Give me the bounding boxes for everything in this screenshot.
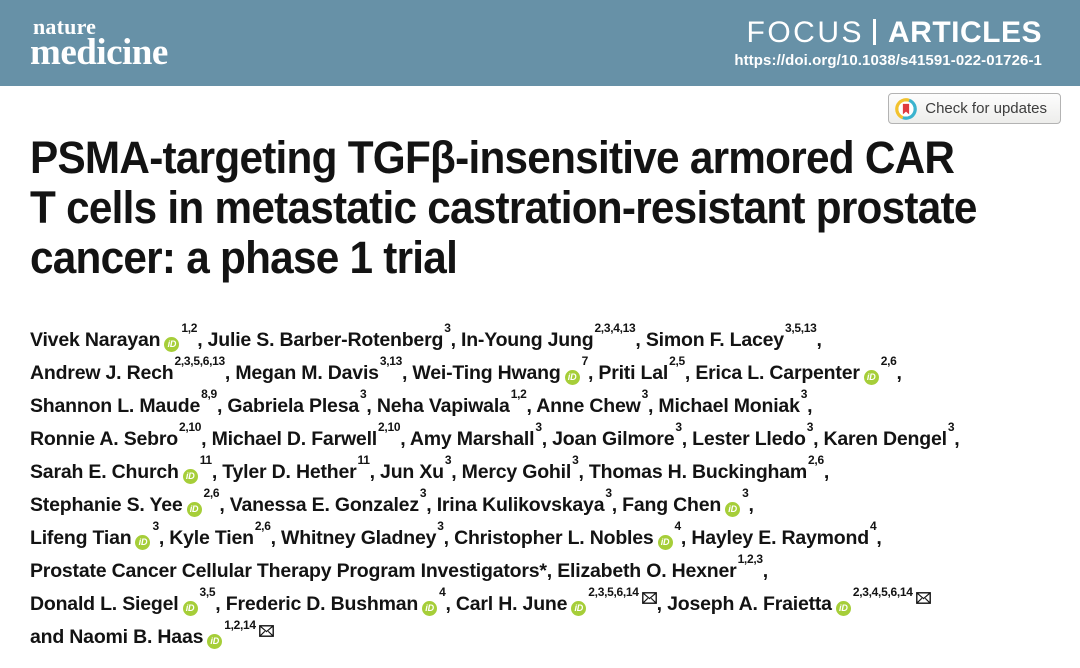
author-affiliation-numbers: 1,2,14 xyxy=(224,617,256,632)
author-affiliation-numbers: 2,6 xyxy=(254,518,271,533)
author-affiliation-numbers: 3 xyxy=(360,386,367,401)
author-affiliation-numbers: 1,2 xyxy=(181,320,198,335)
orcid-icon[interactable]: iD xyxy=(564,370,580,385)
author-affiliation-numbers: 2,10 xyxy=(178,419,202,434)
author-affiliation-numbers: 11 xyxy=(357,452,370,467)
author-affiliation-numbers: 2,3,5,6,14 xyxy=(588,584,639,599)
email-icon[interactable] xyxy=(641,592,657,604)
logo-word-nature: nature xyxy=(33,13,97,39)
author-affiliation-numbers: 3,5,13 xyxy=(784,320,817,335)
orcid-icon[interactable]: iD xyxy=(725,502,741,517)
author-affiliation-numbers: 3 xyxy=(419,485,427,500)
orcid-icon[interactable]: iD xyxy=(571,601,587,616)
orcid-icon[interactable]: iD xyxy=(207,634,223,649)
section-focus-label: FOCUS xyxy=(746,16,864,49)
author-affiliation-numbers: 4 xyxy=(674,518,682,533)
author-line: Stephanie S. Yee iD2,6, Vanessa E. Gonzal… xyxy=(30,485,754,517)
author-line: Lifeng Tian iD3, Kyle Tien2,6, Whitney Gl… xyxy=(30,518,882,550)
author-line: Donald L. Siegel iD3,5, Frederic D. Bushm… xyxy=(30,584,1080,621)
nature-medicine-logo: nature medicine xyxy=(30,13,168,73)
author-affiliation-numbers: 2,6 xyxy=(203,485,220,500)
author-affiliation-numbers: 2,3,5,6,13 xyxy=(174,353,226,368)
article-title: PSMA-targeting TGFβ-insensitive armored … xyxy=(30,133,1017,283)
email-icon[interactable] xyxy=(915,592,931,604)
banner-right: FOCUS ARTICLES https://doi.org/10.1038/s4… xyxy=(734,17,1042,70)
email-icon[interactable] xyxy=(258,625,274,637)
author-affiliation-numbers: 3 xyxy=(535,419,542,434)
author-affiliation-numbers: 3,5 xyxy=(199,584,216,599)
orcid-icon[interactable]: iD xyxy=(186,502,202,517)
author-affiliation-numbers: 2,5 xyxy=(669,353,685,368)
author-affiliation-numbers: 3 xyxy=(742,485,749,500)
author-affiliation-numbers: 1,2,3 xyxy=(737,551,764,566)
author-affiliation-numbers: 4 xyxy=(869,518,877,533)
author-affiliation-numbers: 7 xyxy=(581,353,589,368)
author-line: Vivek Narayan iD1,2, Julie S. Barber-Rote… xyxy=(30,320,822,352)
author-affiliation-numbers: 3 xyxy=(572,452,579,467)
author-affiliation-numbers: 3 xyxy=(444,320,451,335)
author-line: and Naomi B. Haas iD1,2,14 xyxy=(30,617,1080,654)
author-affiliation-numbers: 2,6 xyxy=(808,452,824,467)
logo-word-medicine: medicine xyxy=(30,31,168,73)
check-for-updates-label: Check for updates xyxy=(925,100,1047,117)
author-affiliation-numbers: 4 xyxy=(439,584,446,599)
author-line: Prostate Cancer Cellular Therapy Program… xyxy=(30,551,768,583)
author-affiliation-numbers: 11 xyxy=(199,452,212,467)
author-affiliation-numbers: 3 xyxy=(437,518,444,533)
title-line-2: T cells in metastatic castration-resista… xyxy=(30,182,977,233)
orcid-icon[interactable]: iD xyxy=(182,469,198,484)
orcid-icon[interactable]: iD xyxy=(657,535,673,550)
title-line-3: cancer: a phase 1 trial xyxy=(30,232,458,283)
author-affiliation-numbers: 2,10 xyxy=(378,419,401,434)
author-affiliation-numbers: 1,2 xyxy=(510,386,527,401)
author-affiliation-numbers: 3 xyxy=(605,485,612,500)
author-affiliation-numbers: 2,3,4,13 xyxy=(594,320,636,335)
orcid-icon[interactable]: iD xyxy=(182,601,198,616)
orcid-icon[interactable]: iD xyxy=(164,337,180,352)
author-affiliation-numbers: 3 xyxy=(800,386,808,401)
author-line: Shannon L. Maude8,9, Gabriela Plesa3, Ne… xyxy=(30,386,813,418)
crossmark-icon xyxy=(895,97,918,120)
author-affiliation-numbers: 3 xyxy=(444,452,452,467)
author-affiliation-numbers: 8,9 xyxy=(201,386,217,401)
orcid-icon[interactable]: iD xyxy=(863,370,879,385)
title-line-1: PSMA-targeting TGFβ-insensitive armored … xyxy=(30,132,955,183)
author-affiliation-numbers: 3 xyxy=(675,419,682,434)
section-row: FOCUS ARTICLES xyxy=(734,17,1042,49)
section-articles-label: ARTICLES xyxy=(888,16,1042,49)
author-affiliation-numbers: 2,6 xyxy=(880,353,897,368)
orcid-icon[interactable]: iD xyxy=(835,601,851,616)
orcid-icon[interactable]: iD xyxy=(422,601,438,616)
author-list: Vivek Narayan iD1,2, Julie S. Barber-Rote… xyxy=(30,320,1080,654)
orcid-icon[interactable]: iD xyxy=(135,535,151,550)
check-for-updates-button[interactable]: Check for updates xyxy=(888,93,1061,124)
author-affiliation-numbers: 3 xyxy=(152,518,159,533)
author-line: Ronnie A. Sebro2,10, Michael D. Farwell2… xyxy=(30,419,960,451)
doi-link[interactable]: https://doi.org/10.1038/s41591-022-01726… xyxy=(734,52,1042,69)
author-line: Andrew J. Rech2,3,5,6,13, Megan M. Davis… xyxy=(30,353,902,385)
author-affiliation-numbers: 2,3,4,5,6,14 xyxy=(852,584,913,599)
author-affiliation-numbers: 3 xyxy=(806,419,814,434)
section-separator xyxy=(873,19,876,45)
journal-header: nature medicine FOCUS ARTICLES https://do… xyxy=(0,0,1080,86)
author-affiliation-numbers: 3 xyxy=(641,386,649,401)
author-affiliation-numbers: 3 xyxy=(947,419,955,434)
author-line: Sarah E. Church iD11, Tyler D. Hether11, … xyxy=(30,452,830,484)
author-affiliation-numbers: 3,13 xyxy=(379,353,402,368)
